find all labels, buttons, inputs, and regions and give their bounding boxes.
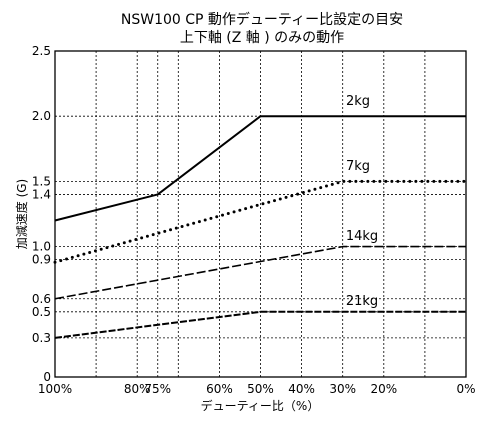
series-line-14kg bbox=[54, 245, 466, 300]
y-axis-label: 加減速度 (G) bbox=[14, 179, 29, 249]
y-tick-label: 0 bbox=[43, 370, 51, 384]
x-tick-label: 30% bbox=[329, 382, 356, 396]
x-tick-label: 50% bbox=[247, 382, 274, 396]
series-lines bbox=[53, 115, 468, 339]
series-line-2kg bbox=[54, 115, 466, 222]
y-tick-label: 1.4 bbox=[32, 187, 51, 201]
x-tick-label: 80% bbox=[124, 382, 151, 396]
series-line-21kg bbox=[54, 310, 466, 339]
series-label: 2kg bbox=[346, 94, 370, 109]
y-tick-label: 0.9 bbox=[32, 253, 51, 267]
series-label: 21kg bbox=[346, 294, 378, 309]
x-tick-label: 60% bbox=[206, 382, 233, 396]
series-labels: 2kg 7kg 14kg 21kg bbox=[346, 94, 378, 309]
y-tick-label: 1.0 bbox=[32, 240, 51, 254]
x-axis-label: デューティー比（%） bbox=[201, 398, 320, 413]
x-tick-label: 20% bbox=[370, 382, 397, 396]
y-tick-label: 1.5 bbox=[32, 174, 51, 188]
y-tick-label: 0.5 bbox=[32, 305, 51, 319]
chart-title: NSW100 CP 動作デューティー比設定の目安 bbox=[121, 11, 403, 28]
series-label: 7kg bbox=[346, 159, 370, 174]
x-tick-label: 40% bbox=[288, 382, 315, 396]
series-label: 14kg bbox=[346, 229, 378, 244]
x-tick-label: 75% bbox=[144, 382, 171, 396]
x-tick-labels: 100% 80%75% 60% 50% 40% 30% 20% 0% bbox=[38, 382, 476, 396]
y-tick-label: 0.6 bbox=[32, 292, 51, 306]
grid bbox=[55, 51, 466, 377]
x-tick-label: 0% bbox=[456, 382, 475, 396]
plot-frame bbox=[54, 50, 467, 378]
y-tick-label: 0.3 bbox=[32, 331, 51, 345]
chart-subtitle: 上下軸 (Z 軸 ) のみの動作 bbox=[180, 30, 344, 46]
y-tick-label: 2.5 bbox=[32, 44, 51, 58]
series-line-7kg bbox=[53, 179, 468, 264]
y-tick-labels: 0 0.3 0.50.6 0.91.0 1.41.5 2.0 2.5 bbox=[32, 44, 51, 384]
y-tick-label: 2.0 bbox=[32, 109, 51, 123]
x-tick-label: 100% bbox=[38, 382, 72, 396]
